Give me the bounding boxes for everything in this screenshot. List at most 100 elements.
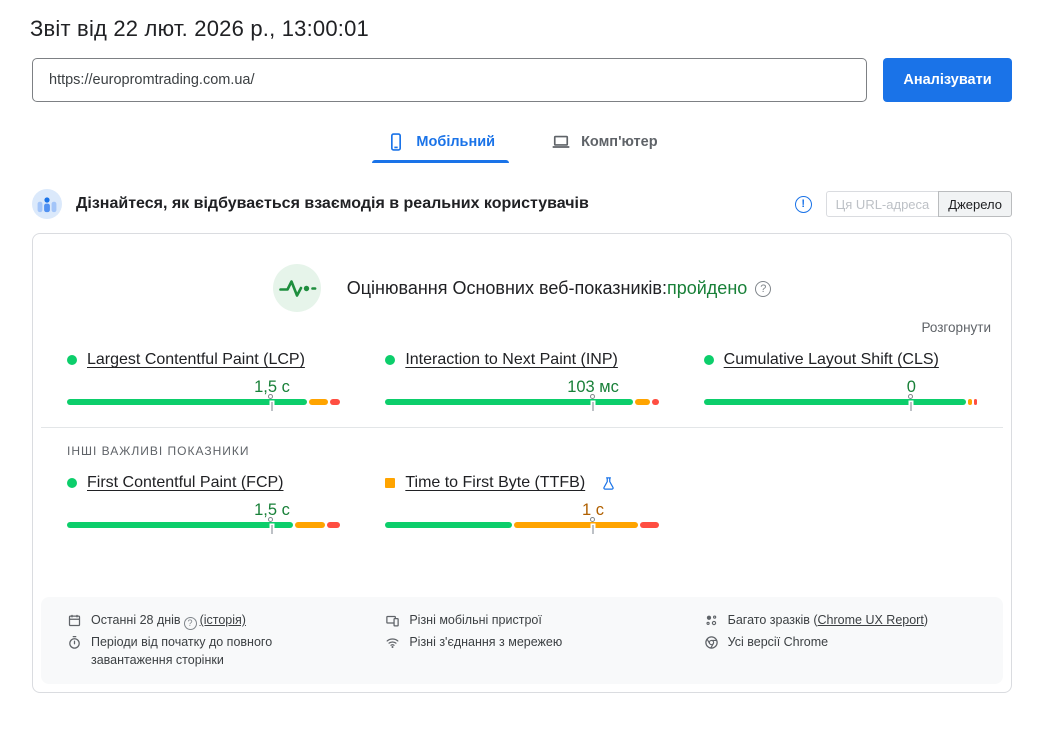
samples-text: Багато зразків (Chrome UX Report): [728, 612, 928, 630]
footer-column-devices: Різні мобільні пристрої Різні з'єднання …: [385, 608, 658, 673]
metric-status-dot: [67, 355, 77, 365]
real-users-icon: [32, 189, 62, 219]
period-label: Останні 28 днів: [91, 613, 181, 628]
metric-ttfb: Time to First Byte (TTFB) 1 с: [385, 474, 659, 534]
crux-report-link[interactable]: Chrome UX Report: [817, 613, 924, 628]
collection-period-item: Періоди від початку до повного завантаже…: [67, 634, 340, 669]
tab-mobile-label: Мобільний: [416, 134, 496, 150]
other-metrics-heading: ІНШІ ВАЖЛИВІ ПОКАЗНИКИ: [67, 444, 250, 458]
metric-lcp: Largest Contentful Paint (LCP) 1,5 с: [67, 351, 341, 411]
metric-value: 1 с: [582, 501, 605, 519]
devices-icon: [385, 613, 400, 628]
metric-distribution-bar: [67, 394, 341, 411]
metric-status-dot: [67, 478, 77, 488]
field-data-header: Дізнайтеся, як відбувається взаємодія в …: [32, 189, 1012, 219]
mobile-phone-icon: [386, 132, 406, 152]
bar-segment-average: [968, 399, 973, 405]
assessment-label: Оцінювання Основних веб-показників:: [346, 277, 667, 298]
stopwatch-icon: [67, 635, 82, 650]
analyzer-bar: Аналізувати: [32, 58, 1012, 102]
core-metrics-row: Largest Contentful Paint (LCP) 1,5 с Int…: [33, 351, 1011, 411]
url-input[interactable]: [32, 58, 867, 102]
bar-segment-good: [385, 399, 634, 405]
assessment-help-icon[interactable]: ?: [755, 281, 772, 298]
analyze-button[interactable]: Аналізувати: [883, 58, 1012, 102]
history-link[interactable]: (історія): [199, 613, 246, 628]
section-divider: [41, 427, 1003, 428]
tab-desktop[interactable]: Комп'ютер: [537, 124, 672, 163]
scope-url-button[interactable]: Ця URL-адреса: [825, 191, 940, 217]
metric-label-link[interactable]: Interaction to Next Paint (INP): [405, 351, 618, 368]
desktop-laptop-icon: [551, 132, 571, 152]
period-item: Останні 28 днів? (історія): [67, 612, 340, 630]
active-tab-underline: [372, 160, 510, 163]
bar-segment-average: [308, 399, 328, 405]
metric-distribution-bar: [385, 394, 659, 411]
metric-distribution-bar: [385, 517, 659, 534]
samples-dots-icon: [704, 613, 719, 628]
period-help-icon[interactable]: ?: [183, 617, 197, 630]
metric-status-dot: [703, 355, 714, 365]
info-icon[interactable]: !: [794, 195, 812, 213]
field-data-heading: Дізнайтеся, як відбувається взаємодія в …: [76, 195, 589, 212]
network-item: Різні з'єднання з мережею: [385, 634, 658, 652]
samples-prefix: Багато зразків (: [727, 613, 818, 628]
metric-value: 0: [906, 378, 916, 396]
calendar-icon: [67, 613, 82, 628]
devices-text: Різні мобільні пристрої: [409, 613, 542, 628]
metric-label-link[interactable]: Cumulative Layout Shift (CLS): [723, 351, 939, 368]
bar-segment-good: [385, 522, 512, 528]
metric-label-link[interactable]: First Contentful Paint (FCP): [87, 474, 284, 491]
metric-status-dot: [385, 478, 396, 488]
wifi-icon: [385, 635, 400, 650]
other-metrics-row: First Contentful Paint (FCP) 1,5 с Time …: [33, 474, 1011, 534]
collection-period-text: Періоди від початку до повного завантаже…: [91, 635, 273, 667]
expand-row: Розгорнути: [33, 312, 1011, 335]
assessment-title: Оцінювання Основних веб-показників:пройд…: [347, 278, 772, 299]
bar-segment-poor: [651, 399, 659, 405]
metric-distribution-bar: [67, 517, 341, 534]
samples-suffix: ): [923, 613, 928, 628]
metric-status-dot: [385, 355, 396, 365]
metric-distribution-bar: [703, 394, 977, 411]
bar-segment-poor: [329, 399, 341, 405]
chrome-versions-text: Усі версії Chrome: [727, 634, 829, 649]
bar-segment-good: [67, 399, 307, 405]
metric-label-link[interactable]: Largest Contentful Paint (LCP): [87, 351, 305, 368]
metric-label-link[interactable]: Time to First Byte (TTFB): [405, 474, 586, 491]
bar-segment-good: [67, 522, 294, 528]
devices-item: Різні мобільні пристрої: [385, 612, 658, 630]
metric-value: 1,5 с: [254, 501, 290, 519]
bar-segment-average: [295, 522, 325, 528]
bar-segment-poor: [326, 522, 341, 528]
metric-fcp: First Contentful Paint (FCP) 1,5 с: [67, 474, 341, 534]
experiment-flask-icon[interactable]: [601, 476, 616, 491]
bar-segment-poor: [639, 522, 659, 528]
tab-desktop-label: Комп'ютер: [581, 134, 658, 150]
period-text: Останні 28 днів? (історія): [91, 612, 246, 630]
metric-value: 1,5 с: [254, 378, 290, 396]
bar-segment-average: [635, 399, 650, 405]
footer-column-period: Останні 28 днів? (історія) Періоди від по…: [67, 608, 340, 673]
pulse-gauge-icon: [272, 264, 321, 312]
collection-info-footer: Останні 28 днів? (історія) Періоди від по…: [41, 597, 1003, 684]
chrome-icon: [704, 635, 719, 650]
assessment-result: пройдено: [666, 277, 748, 298]
scope-origin-button[interactable]: Джерело: [938, 191, 1012, 217]
expand-link[interactable]: Розгорнути: [921, 320, 991, 335]
footer-column-samples: Багато зразків (Chrome UX Report) Усі ве…: [704, 608, 977, 673]
bar-segment-good: [703, 399, 967, 405]
metric-value: 103 мс: [567, 378, 619, 396]
device-tabs: Мобільний Комп'ютер: [0, 124, 1044, 163]
bar-segment-poor: [974, 399, 977, 405]
network-text: Різні з'єднання з мережею: [409, 634, 563, 649]
tab-mobile[interactable]: Мобільний: [372, 124, 510, 163]
field-data-card: Оцінювання Основних веб-показників:пройд…: [32, 233, 1012, 693]
chrome-versions-item: Усі версії Chrome: [704, 634, 977, 652]
scope-toggle: Ця URL-адреса Джерело: [825, 191, 1012, 217]
bar-segment-average: [513, 522, 638, 528]
metric-inp: Interaction to Next Paint (INP) 103 мс: [385, 351, 659, 411]
assessment-header: Оцінювання Основних веб-показників:пройд…: [33, 234, 1011, 312]
metric-cls: Cumulative Layout Shift (CLS) 0: [703, 351, 977, 411]
samples-item: Багато зразків (Chrome UX Report): [704, 612, 977, 630]
